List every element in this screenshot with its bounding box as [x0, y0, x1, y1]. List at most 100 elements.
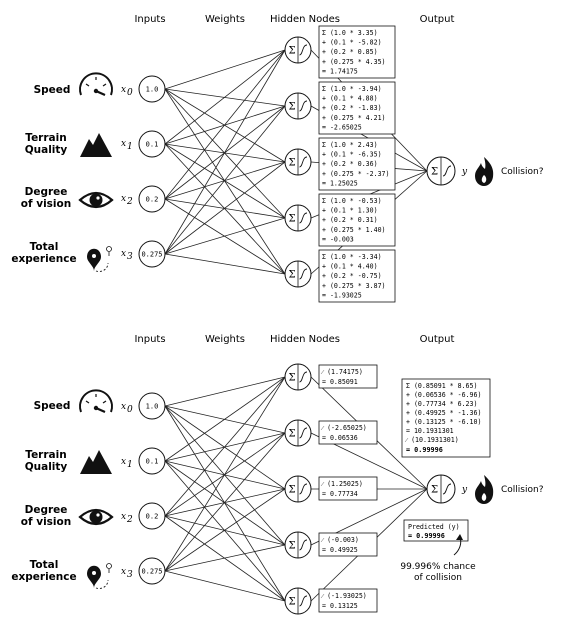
feature-label-terrain-2: Quality	[25, 144, 68, 156]
svg-text:+ (0.275 * 1.40): + (0.275 * 1.40)	[322, 226, 386, 234]
svg-text:= 0.49925: = 0.49925	[322, 546, 358, 554]
connection-line	[164, 515, 286, 602]
svg-text:= 0.13125: = 0.13125	[322, 602, 358, 610]
svg-text:⁄ (-0.003): ⁄ (-0.003)	[320, 536, 359, 544]
hidden-node: Σ	[284, 475, 312, 503]
svg-text:0.1: 0.1	[146, 141, 159, 149]
hidden-node-calculation-box: Σ (1.0 * -3.94) + (0.1 * 4.88)+ (0.2 * -1…	[318, 81, 396, 135]
svg-text:+ (0.13125 * -6.10): + (0.13125 * -6.10)	[406, 418, 481, 426]
svg-text:0.2: 0.2	[146, 196, 159, 204]
input-node: 1.0	[138, 75, 166, 103]
svg-text:= 0.99996: = 0.99996	[408, 532, 445, 540]
input-node: 0.275	[138, 557, 166, 585]
header-inputs: Inputs	[134, 334, 165, 345]
svg-text:= 10.1931301: = 10.1931301	[406, 427, 454, 435]
connection-line	[164, 143, 286, 275]
svg-text:+ (0.2 * -0.75): + (0.2 * -0.75)	[322, 272, 382, 280]
svg-text:Σ: Σ	[288, 541, 295, 552]
eye-icon	[78, 508, 114, 526]
svg-text:+ (0.06536 * -6.96): + (0.06536 * -6.96)	[406, 391, 481, 399]
connection-line	[164, 515, 286, 546]
svg-text:+ (0.275 * 4.21): + (0.275 * 4.21)	[322, 114, 386, 122]
svg-text:x: x	[121, 567, 126, 577]
svg-text:+ (0.1 * -5.82): + (0.1 * -5.82)	[322, 39, 382, 47]
connection-line	[164, 105, 286, 255]
svg-text:= -0.003: = -0.003	[322, 235, 354, 243]
feature-label-terrain: Terrain	[25, 449, 66, 461]
connection-line	[164, 405, 286, 602]
svg-text:= -2.65025: = -2.65025	[322, 123, 362, 131]
connection-line	[164, 88, 286, 219]
svg-text:x: x	[121, 512, 126, 522]
svg-text:Σ (1.0 * -3.94): Σ (1.0 * -3.94)	[322, 85, 382, 93]
feature-label-terrain-2: Quality	[25, 461, 68, 473]
flame-icon	[475, 157, 494, 186]
connection-line	[164, 88, 286, 275]
hidden-node: Σ	[284, 419, 312, 447]
feature-label-vision: Degree	[25, 186, 68, 198]
input-node: 0.1	[138, 447, 166, 475]
svg-text:Σ: Σ	[288, 373, 295, 384]
svg-text:Σ (1.0 * 2.43): Σ (1.0 * 2.43)	[322, 141, 378, 149]
svg-text:+ (0.275 * 3.87): + (0.275 * 3.87)	[322, 282, 386, 290]
svg-text:1: 1	[127, 460, 133, 470]
speedometer-icon	[79, 389, 113, 414]
svg-text:+ (0.2 * 0.85): + (0.2 * 0.85)	[322, 48, 378, 56]
svg-text:+ (0.1 * 4.88): + (0.1 * 4.88)	[322, 95, 378, 103]
feature-label-experience-2: experience	[11, 253, 76, 265]
hidden-node: Σ	[284, 92, 312, 120]
top-network: Inputs Weights Hidden Nodes Output Speed…	[11, 14, 544, 303]
svg-text:= 0.85091: = 0.85091	[322, 378, 358, 386]
header-output: Output	[420, 334, 455, 345]
svg-text:Σ (0.85091 * 8.65): Σ (0.85091 * 8.65)	[406, 382, 477, 390]
header-hidden-nodes: Hidden Nodes	[270, 14, 340, 25]
connection-line	[164, 405, 286, 490]
connection-line	[164, 88, 286, 163]
svg-text:3: 3	[127, 570, 133, 580]
input-node: 1.0	[138, 392, 166, 420]
output-calculation-box: Σ (0.85091 * 8.65) + (0.06536 * -6.96) +…	[401, 378, 491, 458]
header-inputs: Inputs	[134, 14, 165, 25]
header-output: Output	[420, 14, 455, 25]
predicted-value-box: Predicted (y) = 0.99996	[403, 519, 469, 542]
chance-note-line-1: 99.996% chance	[400, 562, 476, 572]
svg-text:1.0: 1.0	[146, 86, 159, 94]
connection-line	[164, 488, 286, 572]
svg-text:0: 0	[127, 405, 133, 415]
svg-text:+ (0.1 * 4.40): + (0.1 * 4.40)	[322, 263, 378, 271]
svg-text:Predicted (y): Predicted (y)	[408, 523, 460, 531]
svg-text:Σ: Σ	[431, 485, 438, 496]
hidden-node: Σ	[284, 531, 312, 559]
feature-label-terrain: Terrain	[25, 132, 66, 144]
hidden-node: Σ	[284, 148, 312, 176]
svg-text:Σ: Σ	[431, 167, 438, 178]
svg-text:0: 0	[127, 88, 133, 98]
eye-icon	[78, 191, 114, 209]
svg-text:Σ: Σ	[288, 214, 295, 225]
hidden-node-calculation-box: Σ (1.0 * -0.53) + (0.1 * 1.30)+ (0.2 * 0.…	[318, 193, 396, 247]
svg-text:Σ: Σ	[288, 46, 295, 57]
svg-text:⁄ (-2.65025): ⁄ (-2.65025)	[320, 424, 367, 432]
svg-text:x: x	[121, 402, 126, 412]
svg-text:x: x	[121, 85, 126, 95]
connection-line	[164, 460, 286, 546]
connection-line	[164, 376, 286, 462]
input-node: 0.1	[138, 130, 166, 158]
feature-label-vision-2: of vision	[21, 198, 71, 210]
svg-text:Σ: Σ	[288, 270, 295, 281]
connection-line	[164, 460, 286, 602]
connection-line	[164, 376, 286, 407]
svg-text:+ (0.2 * -1.83): + (0.2 * -1.83)	[322, 104, 382, 112]
hidden-node: Σ	[284, 36, 312, 64]
svg-text:⁄ (1.74175): ⁄ (1.74175)	[320, 368, 363, 376]
hidden-node-activation-box: ⁄ (-1.93025) = 0.13125	[318, 588, 378, 613]
svg-text:= 0.77734: = 0.77734	[322, 490, 358, 498]
svg-text:1: 1	[127, 142, 133, 152]
input-node: 0.2	[138, 502, 166, 530]
feature-label-experience: Total	[30, 559, 59, 571]
svg-text:⁄ (10.1931301): ⁄ (10.1931301)	[404, 436, 459, 444]
